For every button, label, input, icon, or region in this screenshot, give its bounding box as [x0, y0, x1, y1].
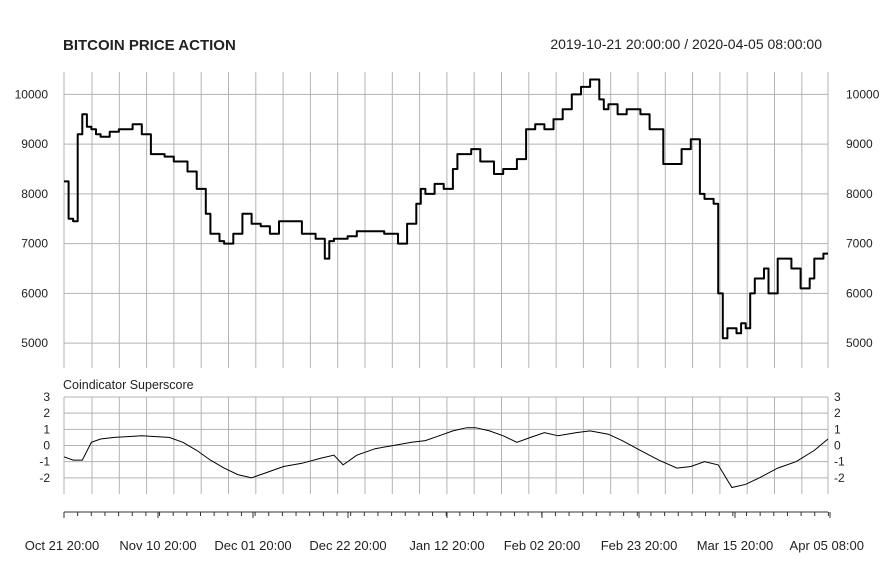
x-tick-label: Apr 05 08:00 [790, 538, 864, 553]
price-tick-label-right: 9000 [846, 137, 873, 151]
x-tick-label: Mar 15 20:00 [697, 538, 774, 553]
indicator-panel-title: Coindicator Superscore [63, 378, 194, 392]
indicator-tick-label-right: 1 [834, 422, 841, 436]
price-tick-label-left: 6000 [21, 286, 48, 300]
indicator-series-line [63, 427, 829, 489]
price-tick-label-left: 8000 [21, 187, 48, 201]
indicator-tick-label-right: -1 [834, 455, 845, 469]
price-axis-left: 10000 9000 8000 7000 6000 5000 [15, 87, 49, 350]
price-tick-label-left: 10000 [15, 87, 49, 101]
x-axis: Oct 21 20:00 Nov 10 20:00 Dec 01 20:00 Dec … [25, 511, 864, 553]
price-tick-label-right: 10000 [846, 87, 880, 101]
indicator-axis-left: 3 2 1 0 -1 -2 [39, 390, 50, 485]
indicator-tick-label-right: 2 [834, 406, 841, 420]
date-range-label: 2019-10-21 20:00:00 / 2020-04-05 08:00:0… [550, 36, 822, 52]
x-tick-label: Nov 10 20:00 [119, 538, 196, 553]
price-tick-label-right: 6000 [846, 286, 873, 300]
indicator-tick-label-left: 1 [43, 422, 50, 436]
indicator-tick-label-left: -2 [39, 471, 50, 485]
x-tick-label: Oct 21 20:00 [25, 538, 99, 553]
indicator-tick-label-left: 3 [43, 390, 50, 404]
price-tick-label-left: 9000 [21, 137, 48, 151]
chart-title: BITCOIN PRICE ACTION [63, 37, 236, 54]
indicator-tick-label-left: 0 [43, 439, 50, 453]
grid-lines [63, 72, 829, 494]
x-tick-label: Feb 02 20:00 [504, 538, 581, 553]
price-series-line [64, 78, 828, 340]
indicator-tick-label-left: -1 [39, 455, 50, 469]
x-tick-label: Jan 12 20:00 [409, 538, 484, 553]
x-tick-label: Dec 22 20:00 [309, 538, 386, 553]
indicator-axis-right: 3 2 1 0 -1 -2 [834, 390, 845, 485]
indicator-tick-label-right: 0 [834, 439, 841, 453]
x-tick-label: Dec 01 20:00 [214, 538, 291, 553]
price-axis-right: 10000 9000 8000 7000 6000 5000 [846, 87, 880, 350]
price-tick-label-left: 5000 [21, 336, 48, 350]
price-tick-label-right: 8000 [846, 187, 873, 201]
x-tick-label: Feb 23 20:00 [601, 538, 678, 553]
price-tick-label-left: 7000 [21, 237, 48, 251]
indicator-tick-label-right: 3 [834, 390, 841, 404]
price-tick-label-right: 7000 [846, 237, 873, 251]
indicator-tick-label-right: -2 [834, 471, 845, 485]
indicator-tick-label-left: 2 [43, 406, 50, 420]
price-tick-label-right: 5000 [846, 336, 873, 350]
